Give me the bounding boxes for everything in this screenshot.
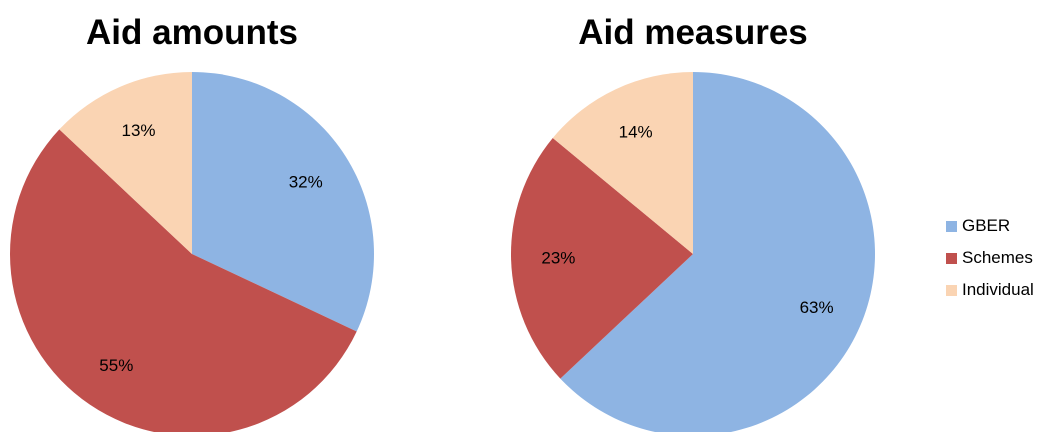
legend-label-gber: GBER	[962, 216, 1011, 235]
legend-swatch-schemes	[946, 252, 957, 264]
chart-title-aid-measures: Aid measures	[578, 13, 808, 52]
legend-swatch-individual	[946, 284, 957, 296]
pie-chart-aid-amounts: Aid amounts 32% 55% 13%	[10, 13, 374, 432]
chart-title-aid-amounts: Aid amounts	[86, 13, 298, 52]
pie-slice-gber	[560, 72, 875, 432]
pie-slice-gber	[192, 72, 374, 332]
slice-label-schemes: 55%	[99, 356, 133, 375]
slice-label-schemes: 23%	[541, 249, 575, 268]
pie-slice-schemes	[511, 137, 693, 379]
slice-label-gber: 63%	[800, 298, 834, 317]
legend-label-schemes: Schemes	[962, 248, 1033, 267]
legend-label-individual: Individual	[962, 280, 1034, 299]
slice-labels-aid-measures: 63% 23% 14%	[541, 123, 833, 317]
slice-label-gber: 32%	[289, 172, 323, 191]
slice-label-individual: 14%	[619, 123, 653, 142]
pie-slice-individual	[552, 72, 693, 254]
slices-aid-amounts	[10, 72, 374, 432]
pie-chart-aid-measures: Aid measures 63% 23% 14%	[511, 13, 875, 432]
slice-labels-aid-amounts: 32% 55% 13%	[99, 121, 322, 375]
legend-item-schemes: Schemes	[946, 247, 1034, 269]
pie-slice-individual	[59, 72, 192, 254]
legend-swatch-gber	[946, 220, 957, 232]
legend-item-individual: Individual	[946, 279, 1034, 301]
chart-legend: GBER Schemes Individual	[946, 215, 1034, 311]
pie-slice-schemes	[10, 129, 357, 432]
slices-aid-measures	[511, 72, 875, 432]
legend-item-gber: GBER	[946, 215, 1034, 237]
slice-label-individual: 13%	[121, 121, 155, 140]
